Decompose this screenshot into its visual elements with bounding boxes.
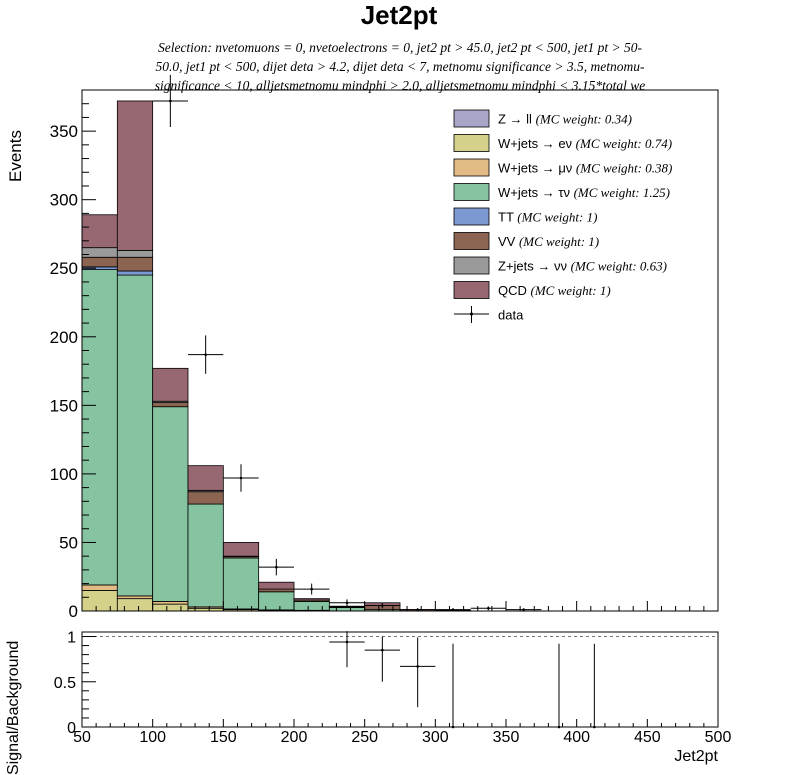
ratio-y-tick-label: 0.5 xyxy=(54,675,76,692)
legend-label-wmunu: W+jets → μν (MC weight: 0.38) xyxy=(498,161,672,176)
legend-label-znunu: Z+jets → νν (MC weight: 0.63) xyxy=(498,259,667,274)
bar-wmunu-0 xyxy=(82,585,117,590)
main-y-tick-label: 100 xyxy=(50,465,78,484)
bar-vv-5 xyxy=(259,589,294,592)
data-point-9 xyxy=(487,607,490,610)
bar-wtaunu-4 xyxy=(223,558,258,609)
bar-tt-1 xyxy=(117,271,152,275)
legend-label-vv: VV (MC weight: 1) xyxy=(498,234,599,249)
main-y-tick-label: 200 xyxy=(50,328,78,347)
data-point-1 xyxy=(204,353,207,356)
legend-swatch-wtaunu xyxy=(454,184,489,201)
ratio-point-4 xyxy=(558,726,561,729)
bar-wmunu-1 xyxy=(117,596,152,599)
legend-label-data: data xyxy=(498,308,524,323)
legend-label-qcd: QCD (MC weight: 1) xyxy=(498,283,611,298)
bar-qcd-0 xyxy=(82,215,117,248)
bar-qcd-7 xyxy=(329,606,364,607)
main-y-tick-label: 300 xyxy=(50,191,78,210)
bar-znunu-1 xyxy=(117,250,152,257)
ratio-x-tick-label: 450 xyxy=(634,729,661,746)
legend-label-zll: Z → ll (MC weight: 0.34) xyxy=(498,112,632,127)
data-point-6 xyxy=(381,604,384,607)
main-y-tick-label: 250 xyxy=(50,259,78,278)
bar-wenu-1 xyxy=(117,599,152,611)
bar-vv-0 xyxy=(82,257,117,267)
data-point-4 xyxy=(310,588,313,591)
bar-qcd-4 xyxy=(223,542,258,556)
bar-qcd-1 xyxy=(117,101,152,250)
legend-label-wenu: W+jets → eν (MC weight: 0.74) xyxy=(498,136,672,151)
bar-vv-2 xyxy=(153,403,188,407)
legend-swatch-wenu xyxy=(454,135,489,152)
ratio-x-tick-label: 300 xyxy=(422,729,449,746)
ratio-y-tick-label: 0 xyxy=(67,720,76,737)
ratio-point-2 xyxy=(416,665,419,668)
ratio-x-tick-label: 100 xyxy=(139,729,166,746)
ratio-plot-frame xyxy=(82,632,718,727)
data-point-2 xyxy=(240,477,243,480)
main-y-tick-label: 350 xyxy=(50,122,78,141)
legend-data-marker xyxy=(470,313,473,316)
bar-znunu-0 xyxy=(82,248,117,258)
bar-vv-1 xyxy=(117,257,152,271)
bar-wtaunu-3 xyxy=(188,504,223,607)
ratio-x-tick-label: 250 xyxy=(351,729,378,746)
main-y-tick-label: 150 xyxy=(50,396,78,415)
bar-wtaunu-2 xyxy=(153,407,188,602)
legend-swatch-znunu xyxy=(454,257,489,274)
ratio-x-tick-label: 500 xyxy=(705,729,732,746)
ratio-point-1 xyxy=(381,649,384,652)
bar-qcd-2 xyxy=(153,368,188,401)
bar-wtaunu-7 xyxy=(329,608,364,611)
bar-qcd-5 xyxy=(259,582,294,589)
ratio-point-3 xyxy=(452,726,455,729)
bar-qcd-6 xyxy=(294,599,329,600)
ratio-point-0 xyxy=(346,641,349,644)
legend-label-tt: TT (MC weight: 1) xyxy=(498,210,597,225)
data-point-3 xyxy=(275,566,278,569)
data-point-0 xyxy=(169,100,172,103)
bar-wtaunu-1 xyxy=(117,275,152,596)
legend-swatch-qcd xyxy=(454,282,489,299)
ratio-x-tick-label: 200 xyxy=(281,729,308,746)
ratio-x-tick-label: 400 xyxy=(563,729,590,746)
bar-qcd-3 xyxy=(188,466,223,491)
legend-swatch-tt xyxy=(454,208,489,225)
bar-wenu-2 xyxy=(153,604,188,611)
main-y-tick-label: 50 xyxy=(59,533,78,552)
legend-swatch-wmunu xyxy=(454,159,489,176)
bar-wmunu-2 xyxy=(153,601,188,604)
ratio-x-tick-label: 350 xyxy=(493,729,520,746)
bar-wtaunu-6 xyxy=(294,601,329,610)
legend-label-wtaunu: W+jets → τν (MC weight: 1.25) xyxy=(498,185,670,200)
ratio-y-tick-label: 1 xyxy=(67,630,76,647)
main-y-tick-label: 0 xyxy=(69,602,78,621)
data-point-5 xyxy=(346,601,349,604)
bar-wtaunu-5 xyxy=(259,592,294,610)
legend-swatch-zll xyxy=(454,110,489,127)
ratio-point-5 xyxy=(593,726,596,729)
bar-wtaunu-0 xyxy=(82,270,117,585)
legend-swatch-vv xyxy=(454,233,489,250)
bar-vv-3 xyxy=(188,492,223,504)
bar-wenu-0 xyxy=(82,590,117,611)
ratio-x-tick-label: 150 xyxy=(210,729,237,746)
